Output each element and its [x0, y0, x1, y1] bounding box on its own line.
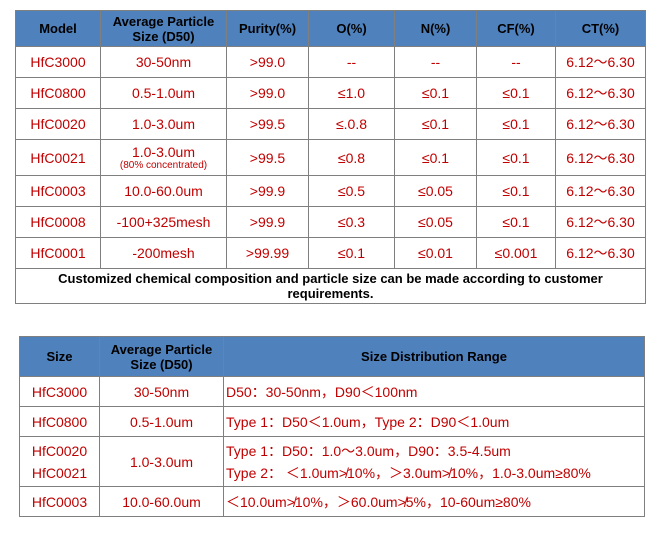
particle-size-cell: 10.0-60.0um	[100, 175, 227, 207]
header-size: Size	[19, 336, 100, 377]
particle-size-cell: 1.0-3.0um	[99, 436, 224, 487]
hfc-specification-table: Model Average Particle Size (D50) Purity…	[15, 10, 646, 304]
ct-cell: 6.12～6.30	[555, 237, 646, 269]
table-row: HfC0020 HfC0021 1.0-3.0um Type 1：D50：1.0…	[19, 436, 645, 487]
model-cell: HfC0020	[15, 108, 101, 140]
nitrogen-cell: ≤0.05	[394, 175, 477, 207]
size-cell: HfC0003	[19, 486, 100, 517]
distribution-range-cell: D50：30-50nm，D90＜100nm	[223, 376, 645, 407]
header-oxygen: O(%)	[308, 10, 395, 47]
table-header-row: Model Average Particle Size (D50) Purity…	[15, 10, 646, 47]
oxygen-cell: ≤0.5	[308, 175, 395, 207]
ct-cell: 6.12～6.30	[555, 77, 646, 109]
particle-size-cell: -200mesh	[100, 237, 227, 269]
table-footer-row: Customized chemical composition and part…	[15, 268, 646, 304]
header-size-distribution-range: Size Distribution Range	[223, 336, 645, 377]
oxygen-cell: ≤1.0	[308, 77, 395, 109]
table-row: HfC3000 30-50nm >99.0 -- -- -- 6.12～6.30	[15, 46, 646, 78]
distribution-type-1: Type 1：D50：1.0～3.0um，D90：3.5-4.5um	[226, 442, 511, 459]
size-value: HfC0020	[31, 442, 88, 459]
distribution-range-cell: Type 1：D50＜1.0um，Type 2：D90＜1.0um	[223, 406, 645, 437]
nitrogen-cell: ≤0.1	[394, 77, 477, 109]
table-row: HfC0003 10.0-60.0um ＜10.0um≯10%，＞60.0um≯…	[19, 486, 645, 517]
particle-size-cell: 0.5-1.0um	[100, 77, 227, 109]
distribution-range-cell: ＜10.0um≯10%，＞60.0um≯5%，10-60um≥80%	[223, 486, 645, 517]
table-row: HfC3000 30-50nm D50：30-50nm，D90＜100nm	[19, 376, 645, 407]
model-cell: HfC0021	[15, 139, 101, 176]
size-cell: HfC0800	[19, 406, 100, 437]
nitrogen-cell: ≤0.05	[394, 206, 477, 238]
header-nitrogen: N(%)	[394, 10, 477, 47]
purity-cell: >99.9	[226, 206, 309, 238]
purity-cell: >99.5	[226, 139, 309, 176]
nitrogen-cell: ≤0.1	[394, 108, 477, 140]
size-cell: HfC3000	[19, 376, 100, 407]
particle-size-cell: 0.5-1.0um	[99, 406, 224, 437]
table-header-row: Size Average Particle Size (D50) Size Di…	[19, 336, 645, 377]
particle-size-cell: 1.0-3.0um	[100, 108, 227, 140]
header-average-particle-size: Average Particle Size (D50)	[99, 336, 224, 377]
oxygen-cell: ≤0.3	[308, 206, 395, 238]
model-cell: HfC3000	[15, 46, 101, 78]
model-cell: HfC0003	[15, 175, 101, 207]
header-purity: Purity(%)	[226, 10, 309, 47]
table-row: HfC0800 0.5-1.0um Type 1：D50＜1.0um，Type …	[19, 406, 645, 437]
cf-cell: ≤0.1	[476, 108, 556, 140]
table-row: HfC0020 1.0-3.0um >99.5 ≤.0.8 ≤0.1 ≤0.1 …	[15, 108, 646, 140]
table-row: HfC0008 -100+325mesh >99.9 ≤0.3 ≤0.05 ≤0…	[15, 206, 646, 238]
header-model: Model	[15, 10, 101, 47]
particle-size-cell: 30-50nm	[100, 46, 227, 78]
ct-cell: 6.12～6.30	[555, 108, 646, 140]
table-row: HfC0021 1.0-3.0um (80% concentrated) >99…	[15, 139, 646, 176]
cf-cell: ≤0.1	[476, 77, 556, 109]
nitrogen-cell: --	[394, 46, 477, 78]
purity-cell: >99.0	[226, 46, 309, 78]
table-row: HfC0800 0.5-1.0um >99.0 ≤1.0 ≤0.1 ≤0.1 6…	[15, 77, 646, 109]
size-distribution-table: Size Average Particle Size (D50) Size Di…	[19, 336, 645, 517]
nitrogen-cell: ≤0.1	[394, 139, 477, 176]
ct-cell: 6.12～6.30	[555, 139, 646, 176]
table-row: HfC0001 -200mesh >99.99 ≤0.1 ≤0.01 ≤0.00…	[15, 237, 646, 269]
ct-cell: 6.12～6.30	[555, 175, 646, 207]
purity-cell: >99.99	[226, 237, 309, 269]
particle-size-cell: 1.0-3.0um (80% concentrated)	[100, 139, 227, 176]
purity-cell: >99.9	[226, 175, 309, 207]
cf-cell: --	[476, 46, 556, 78]
customization-note: Customized chemical composition and part…	[15, 268, 646, 304]
header-cf: CF(%)	[476, 10, 556, 47]
ct-cell: 6.12～6.30	[555, 46, 646, 78]
cf-cell: ≤0.1	[476, 175, 556, 207]
model-cell: HfC0001	[15, 237, 101, 269]
nitrogen-cell: ≤0.01	[394, 237, 477, 269]
model-cell: HfC0800	[15, 77, 101, 109]
distribution-type-2: Type 2： ＜1.0um≯10%，＞3.0um≯10%，1.0-3.0um≥…	[226, 464, 591, 481]
purity-cell: >99.5	[226, 108, 309, 140]
table-row: HfC0003 10.0-60.0um >99.9 ≤0.5 ≤0.05 ≤0.…	[15, 175, 646, 207]
cf-cell: ≤0.1	[476, 206, 556, 238]
particle-size-cell: 30-50nm	[99, 376, 224, 407]
header-ct: CT(%)	[555, 10, 646, 47]
concentration-note: (80% concentrated)	[119, 159, 208, 171]
cf-cell: ≤0.001	[476, 237, 556, 269]
particle-size-value: 1.0-3.0um	[131, 143, 196, 160]
oxygen-cell: ≤.0.8	[308, 108, 395, 140]
size-value: HfC0021	[31, 464, 88, 481]
size-cell: HfC0020 HfC0021	[19, 436, 100, 487]
purity-cell: >99.0	[226, 77, 309, 109]
particle-size-cell: 10.0-60.0um	[99, 486, 224, 517]
oxygen-cell: ≤0.8	[308, 139, 395, 176]
ct-cell: 6.12～6.30	[555, 206, 646, 238]
oxygen-cell: ≤0.1	[308, 237, 395, 269]
particle-size-cell: -100+325mesh	[100, 206, 227, 238]
distribution-range-cell: Type 1：D50：1.0～3.0um，D90：3.5-4.5um Type …	[223, 436, 645, 487]
model-cell: HfC0008	[15, 206, 101, 238]
header-average-particle-size: Average Particle Size (D50)	[100, 10, 227, 47]
oxygen-cell: --	[308, 46, 395, 78]
cf-cell: ≤0.1	[476, 139, 556, 176]
